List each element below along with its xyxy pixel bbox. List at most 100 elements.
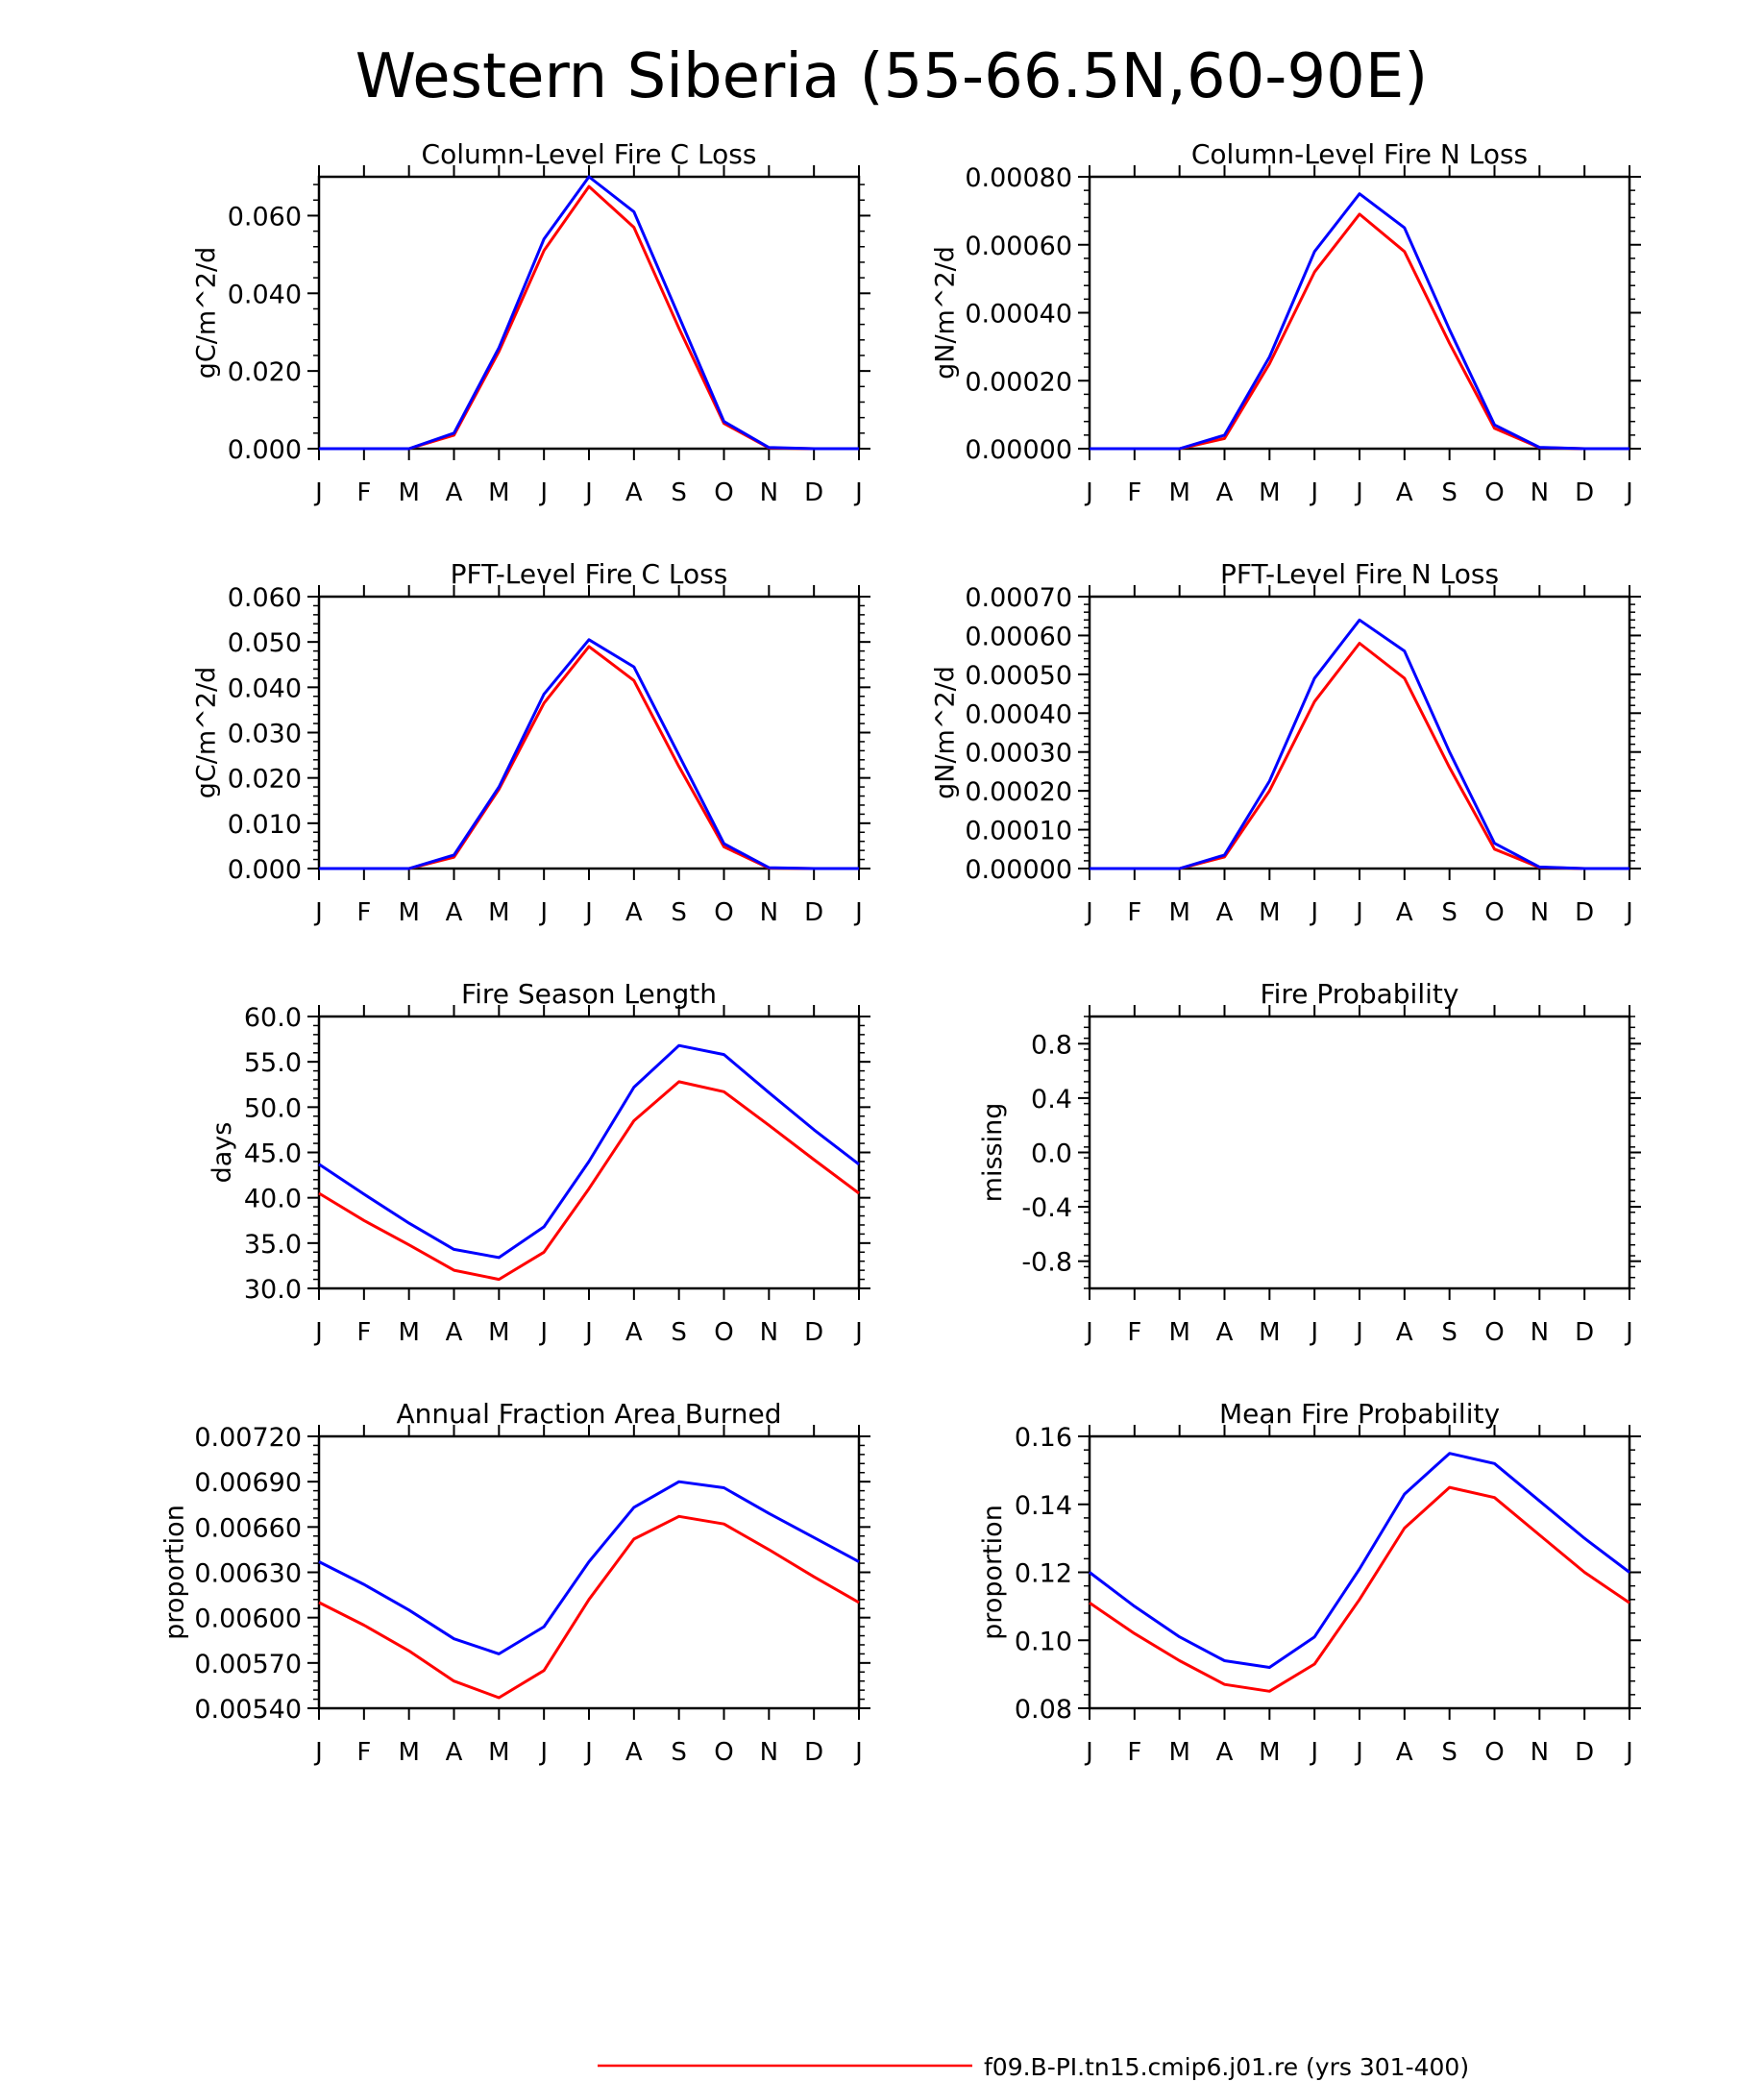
y-tick-label: 50.0: [244, 1093, 302, 1123]
x-tick-label: M: [488, 1738, 509, 1767]
x-tick-label: M: [398, 1318, 419, 1347]
x-tick-label: J: [853, 1738, 863, 1767]
x-tick-label: J: [1084, 1318, 1093, 1347]
x-tick-label: J: [853, 478, 863, 507]
y-tick-label: 0.08: [1015, 1695, 1072, 1725]
x-tick-label: M: [1259, 478, 1280, 507]
y-tick-label: 0.00020: [965, 367, 1072, 397]
y-tick-label: 0.000: [228, 435, 302, 465]
x-tick-label: J: [1309, 478, 1318, 507]
x-tick-label: A: [625, 898, 643, 927]
x-tick-label: N: [760, 1318, 778, 1347]
y-axis-label: gC/m^2/d: [192, 667, 222, 798]
x-tick-label: S: [671, 1318, 687, 1347]
x-tick-label: O: [1484, 1738, 1504, 1767]
plot-frame: [317, 595, 861, 870]
series-line-1: [319, 645, 859, 870]
x-tick-label: S: [671, 478, 687, 507]
x-tick-label: J: [583, 1738, 593, 1767]
series-line-1: [318, 1514, 860, 1700]
y-axis-label: proportion: [978, 1505, 1008, 1640]
x-tick-label: M: [488, 478, 509, 507]
y-axis-label: proportion: [160, 1505, 190, 1640]
x-tick-label: M: [1259, 1318, 1280, 1347]
x-tick-label: J: [1309, 898, 1318, 927]
x-tick-label: N: [760, 478, 778, 507]
x-tick-label: F: [1127, 898, 1141, 927]
y-tick-label: 30.0: [244, 1275, 302, 1305]
y-tick-label: 0.8: [1031, 1030, 1072, 1060]
x-tick-label: O: [1484, 478, 1504, 507]
y-tick-label: 0.000: [228, 855, 302, 885]
x-tick-label: A: [1396, 1738, 1413, 1767]
x-tick-label: F: [1127, 1738, 1141, 1767]
x-tick-label: A: [1216, 898, 1234, 927]
x-tick-label: J: [538, 1318, 548, 1347]
chart-title: Fire Probability: [1261, 978, 1459, 1010]
x-tick-label: D: [804, 1318, 823, 1347]
x-tick-label: O: [714, 898, 733, 927]
x-tick-label: J: [1624, 1318, 1633, 1347]
series-line-2: [318, 1043, 860, 1260]
x-tick-label: A: [1216, 1738, 1234, 1767]
y-tick-label: 0.00010: [965, 817, 1072, 846]
y-tick-label: 0.020: [228, 765, 302, 795]
x-tick-label: N: [1531, 898, 1549, 927]
x-tick-label: A: [446, 898, 463, 927]
x-tick-label: J: [583, 1318, 593, 1347]
y-tick-label: 0.14: [1015, 1491, 1072, 1521]
y-tick-label: 0.00000: [965, 855, 1072, 885]
x-tick-label: J: [313, 1318, 323, 1347]
x-tick-label: J: [1354, 898, 1363, 927]
x-tick-label: J: [1354, 478, 1363, 507]
plot-frame: [1088, 1434, 1631, 1710]
x-tick-label: J: [583, 478, 593, 507]
plot-frame: [317, 1434, 861, 1710]
x-tick-label: O: [714, 1738, 733, 1767]
x-tick-label: J: [538, 478, 548, 507]
series-line-2: [319, 175, 859, 451]
x-tick-label: A: [1396, 478, 1413, 507]
x-tick-label: M: [488, 898, 509, 927]
y-tick-label: 0.00660: [194, 1513, 302, 1543]
y-tick-label: 0.060: [228, 202, 302, 232]
x-tick-label: J: [1084, 1738, 1093, 1767]
chart-title: PFT-Level Fire N Loss: [1220, 558, 1499, 590]
y-tick-label: 0.00630: [194, 1559, 302, 1589]
x-tick-label: N: [760, 898, 778, 927]
x-tick-label: F: [356, 898, 371, 927]
y-tick-label: 0.00040: [965, 300, 1072, 330]
x-tick-label: O: [1484, 898, 1504, 927]
x-tick-label: J: [313, 478, 323, 507]
y-tick-label: 0.050: [228, 628, 302, 658]
x-tick-label: N: [1531, 1738, 1549, 1767]
chart-title: Column-Level Fire C Loss: [422, 138, 757, 170]
x-tick-label: S: [1441, 478, 1458, 507]
y-tick-label: 0.010: [228, 810, 302, 840]
series-line-1: [1089, 1485, 1630, 1693]
plot-frame: [1088, 595, 1631, 870]
y-tick-label: 0.00080: [965, 163, 1072, 193]
y-tick-label: 0.00000: [965, 435, 1072, 465]
y-tick-label: -0.4: [1021, 1193, 1072, 1223]
y-tick-label: 0.00040: [965, 699, 1072, 729]
x-tick-label: F: [356, 1738, 371, 1767]
y-tick-label: -0.8: [1021, 1248, 1072, 1278]
y-tick-label: 0.10: [1015, 1627, 1072, 1656]
x-tick-label: D: [1575, 478, 1594, 507]
chart-title: Mean Fire Probability: [1219, 1398, 1500, 1430]
y-tick-label: 0.00600: [194, 1604, 302, 1634]
x-tick-label: D: [804, 478, 823, 507]
plot-frame: [317, 175, 861, 451]
x-tick-label: D: [1575, 1738, 1594, 1767]
series-line-2: [1090, 618, 1629, 870]
x-tick-label: J: [853, 898, 863, 927]
x-tick-label: J: [1354, 1738, 1363, 1767]
plot-frame: [317, 1015, 861, 1290]
legend-label: f09.B-PI.tn15.cmip6.j01.re (yrs 301-400): [984, 2053, 1469, 2081]
